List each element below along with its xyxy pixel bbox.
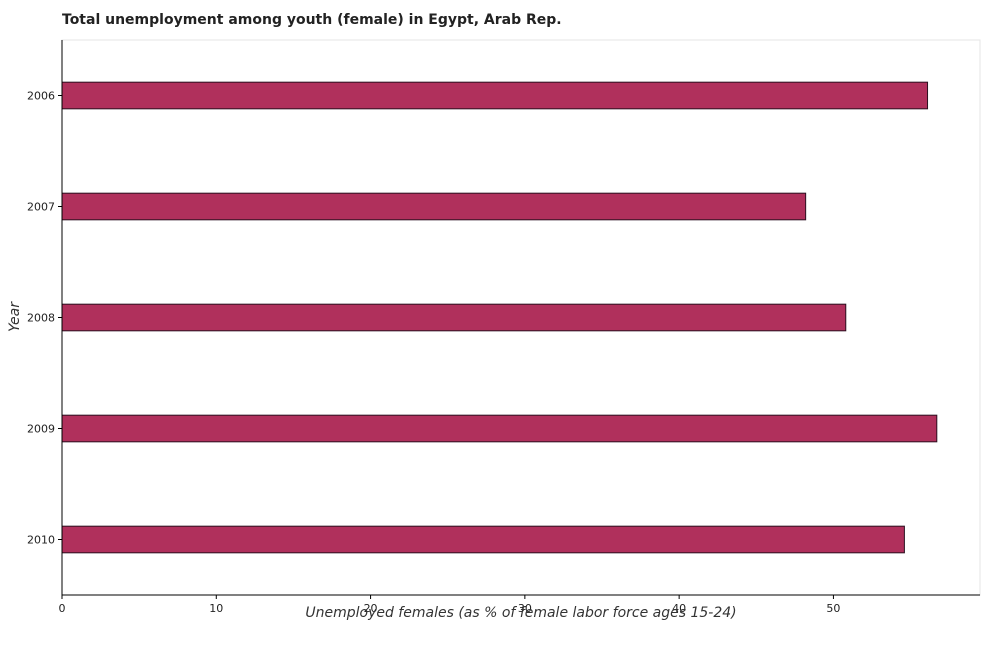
x-tick-label-50: 50 [826, 602, 840, 615]
bar-2010 [61, 525, 905, 554]
x-axis-label: Unemployed females (as % of female labor… [305, 605, 736, 621]
y-axis-label: Year [7, 301, 23, 332]
y-tick-label-2010: 2010 [27, 534, 55, 547]
x-tick-label-20: 20 [364, 602, 378, 615]
y-tick-label-2008: 2008 [27, 312, 55, 325]
y-axis-ticks: 2006 2007 2008 2009 2010 [27, 90, 62, 547]
bars-group [61, 81, 938, 554]
bar-2007 [61, 192, 807, 221]
bar-2009 [61, 414, 938, 443]
x-tick-label-0: 0 [59, 602, 66, 615]
y-tick-label-2007: 2007 [27, 201, 55, 214]
x-tick-label-30: 30 [518, 602, 532, 615]
y-tick-label-2006: 2006 [27, 90, 55, 103]
chart-title: Total unemployment among youth (female) … [62, 12, 562, 28]
bar-2006 [61, 81, 929, 110]
y-tick-label-2009: 2009 [27, 423, 55, 436]
x-tick-label-40: 40 [672, 602, 686, 615]
x-tick-label-10: 10 [209, 602, 223, 615]
x-axis-ticks: 0 10 20 30 40 50 [59, 595, 840, 615]
bar-2008 [61, 303, 847, 332]
